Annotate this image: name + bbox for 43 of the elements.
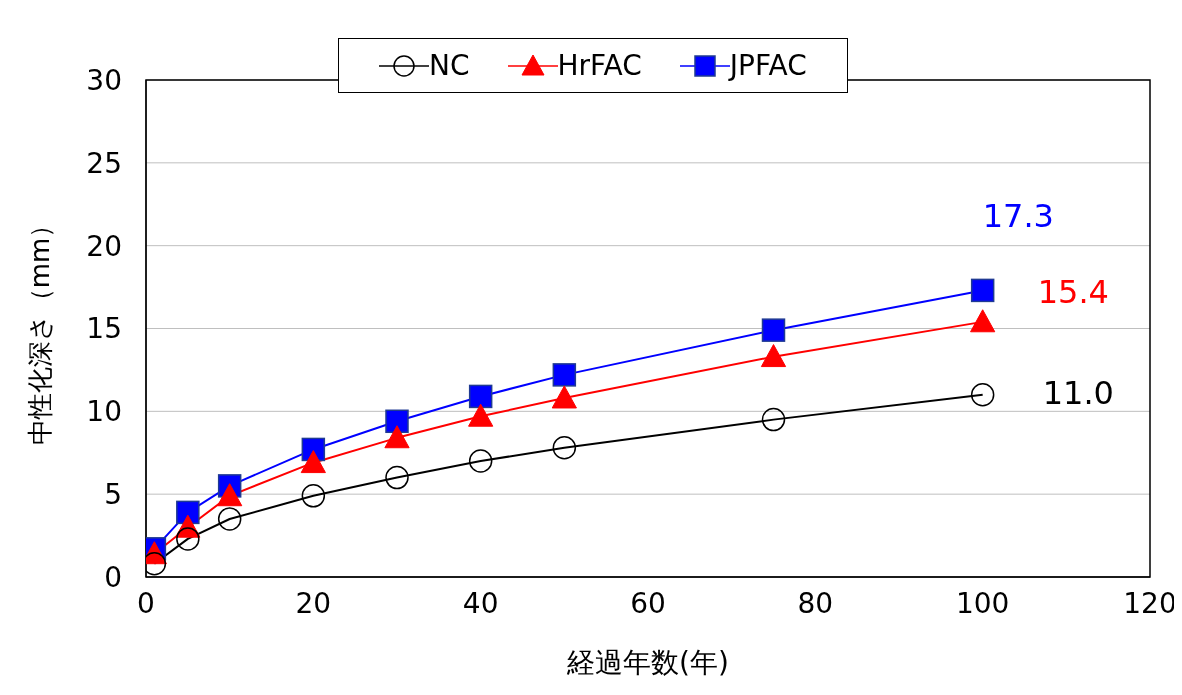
y-tick-label: 10 <box>86 395 122 429</box>
y-tick-label: 0 <box>104 560 122 594</box>
point <box>760 344 787 368</box>
y-tick-label: 5 <box>104 478 122 512</box>
point <box>468 384 493 409</box>
legend-label: NC <box>429 49 470 82</box>
point <box>300 450 326 474</box>
point <box>468 449 493 473</box>
data-label: 11.0 <box>1042 373 1114 412</box>
point <box>761 407 786 432</box>
legend-label: JPFAC <box>729 49 807 82</box>
y-tick-label: 20 <box>86 229 122 263</box>
x-axis-title: 経過年数(年) <box>566 646 729 679</box>
point <box>970 309 996 333</box>
point <box>176 500 200 525</box>
point <box>761 318 786 342</box>
data-label: 17.3 <box>982 197 1054 236</box>
point <box>970 383 995 407</box>
y-tick-label: 30 <box>86 63 122 97</box>
x-tick-label: 80 <box>797 586 834 620</box>
point <box>301 484 326 508</box>
x-tick-label: 120 <box>1123 586 1177 620</box>
legend-label: HrFAC <box>557 49 642 82</box>
point <box>217 507 242 531</box>
y-tick-label: 25 <box>86 146 122 180</box>
point <box>176 527 200 551</box>
y-axis-title: 中性化深さ（mm） <box>25 211 56 446</box>
point <box>217 483 243 507</box>
point <box>552 436 577 460</box>
x-tick-label: 100 <box>955 586 1010 620</box>
point <box>385 465 409 490</box>
x-tick-label: 0 <box>137 586 155 620</box>
point <box>970 278 995 303</box>
point <box>384 425 410 449</box>
point <box>551 385 577 409</box>
y-tick-label: 15 <box>86 312 122 346</box>
x-tick-label: 40 <box>462 586 499 620</box>
x-tick-label: 20 <box>295 586 332 620</box>
data-label: 15.4 <box>1037 272 1109 311</box>
point <box>468 403 494 427</box>
point <box>385 409 409 434</box>
x-tick-label: 60 <box>630 586 666 620</box>
point <box>552 363 577 387</box>
